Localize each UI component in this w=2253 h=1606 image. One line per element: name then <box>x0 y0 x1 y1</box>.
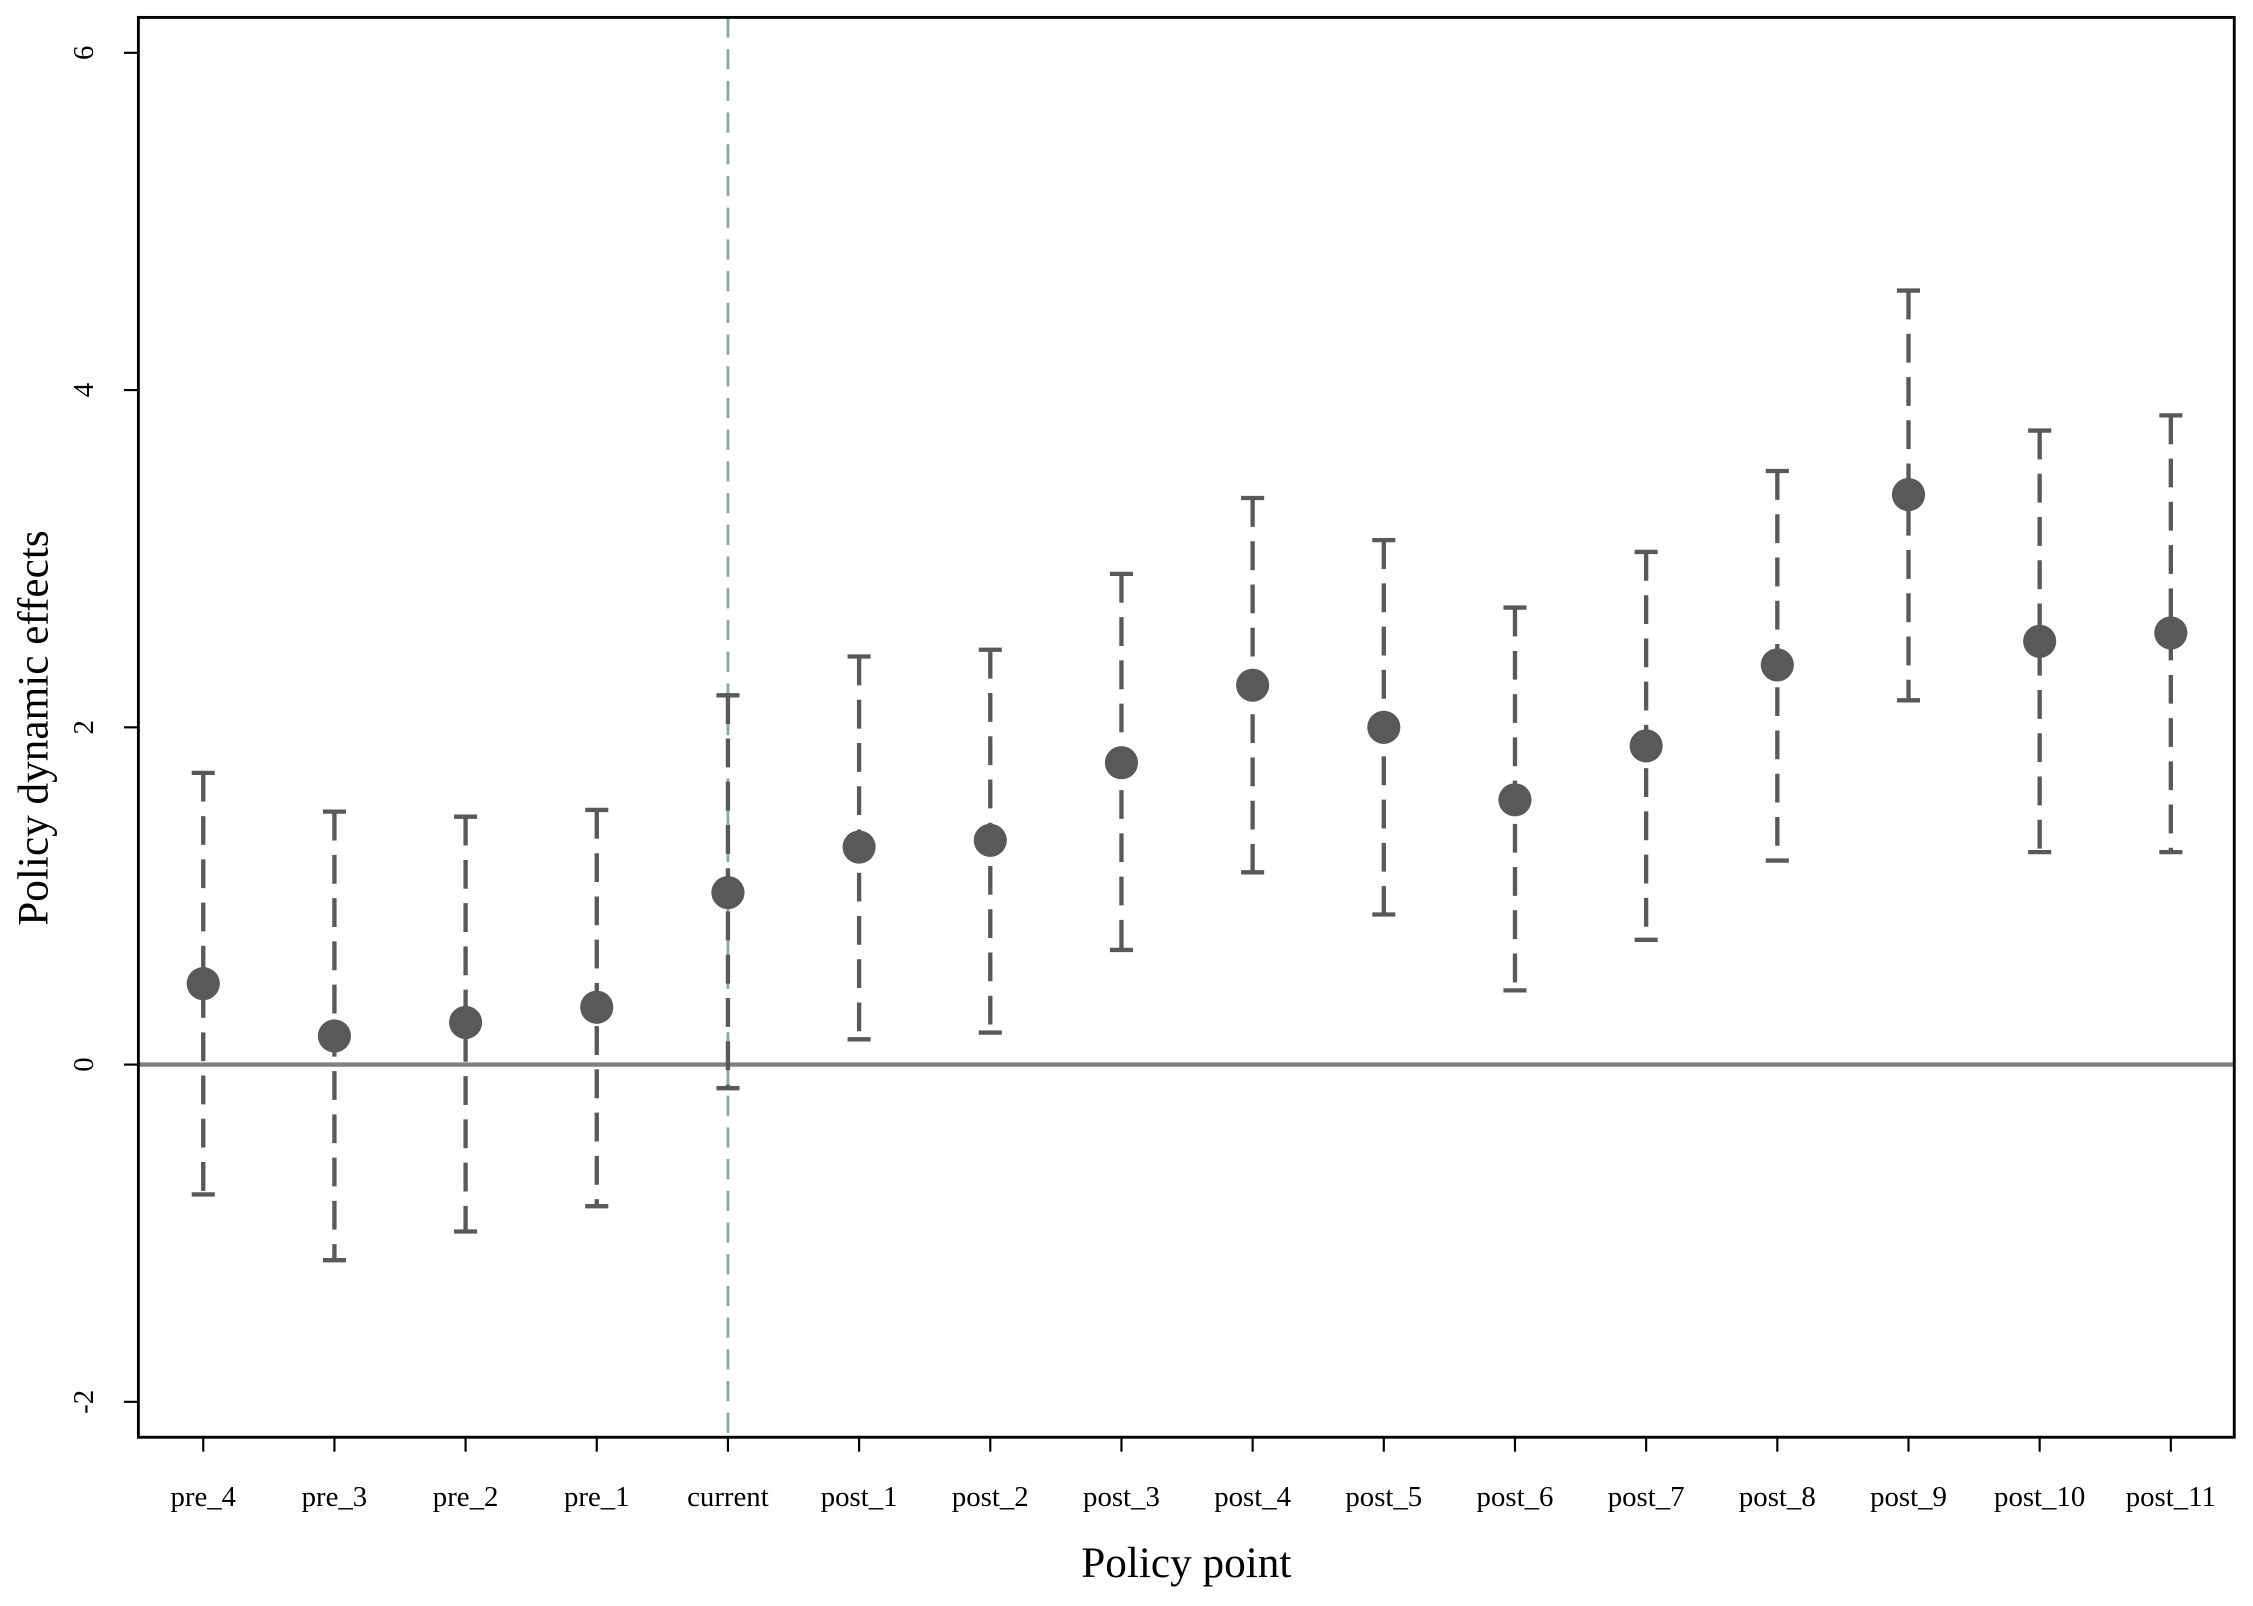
point <box>580 990 614 1024</box>
y-tick-label: 2 <box>68 720 100 734</box>
x-tick-label: post_10 <box>1994 1481 2085 1513</box>
point <box>1498 783 1532 817</box>
x-tick-label: pre_3 <box>302 1481 368 1513</box>
y-tick-label: -2 <box>68 1390 100 1414</box>
point <box>1104 746 1139 780</box>
x-tick-label: post_4 <box>1214 1481 1291 1513</box>
x-tick-label: pre_4 <box>170 1481 236 1513</box>
point <box>1760 648 1794 682</box>
y-tick-label: 0 <box>68 1057 100 1071</box>
point <box>842 830 876 864</box>
point <box>317 1019 351 1053</box>
x-tick-label: post_1 <box>821 1481 898 1513</box>
point <box>973 823 1007 857</box>
point <box>2154 616 2188 650</box>
point <box>1236 668 1270 702</box>
plot-frame <box>136 15 2236 1439</box>
x-tick-label: post_11 <box>2126 1481 2216 1513</box>
y-axis-title: Policy dynamic effects <box>9 530 57 925</box>
point <box>1367 710 1401 744</box>
x-tick-label: post_5 <box>1345 1481 1422 1513</box>
x-tick-label: current <box>687 1481 769 1513</box>
x-tick-label: pre_2 <box>433 1481 499 1513</box>
x-tick-label: post_2 <box>952 1481 1029 1513</box>
x-tick-label: post_7 <box>1608 1481 1685 1513</box>
point <box>1629 729 1663 763</box>
x-tick-label: post_3 <box>1083 1481 1160 1513</box>
point <box>711 876 745 910</box>
x-tick-label: post_6 <box>1477 1481 1554 1513</box>
x-axis-title: Policy point <box>1081 1539 1291 1587</box>
y-tick-label: 4 <box>68 383 100 397</box>
point <box>186 967 220 1001</box>
x-tick-label: post_9 <box>1870 1481 1947 1513</box>
point <box>449 1005 483 1039</box>
point <box>1891 478 1926 512</box>
y-tick-label: 6 <box>68 46 100 60</box>
x-tick-label: post_8 <box>1739 1481 1816 1513</box>
point <box>2023 624 2057 658</box>
x-tick-label: pre_1 <box>564 1481 630 1513</box>
